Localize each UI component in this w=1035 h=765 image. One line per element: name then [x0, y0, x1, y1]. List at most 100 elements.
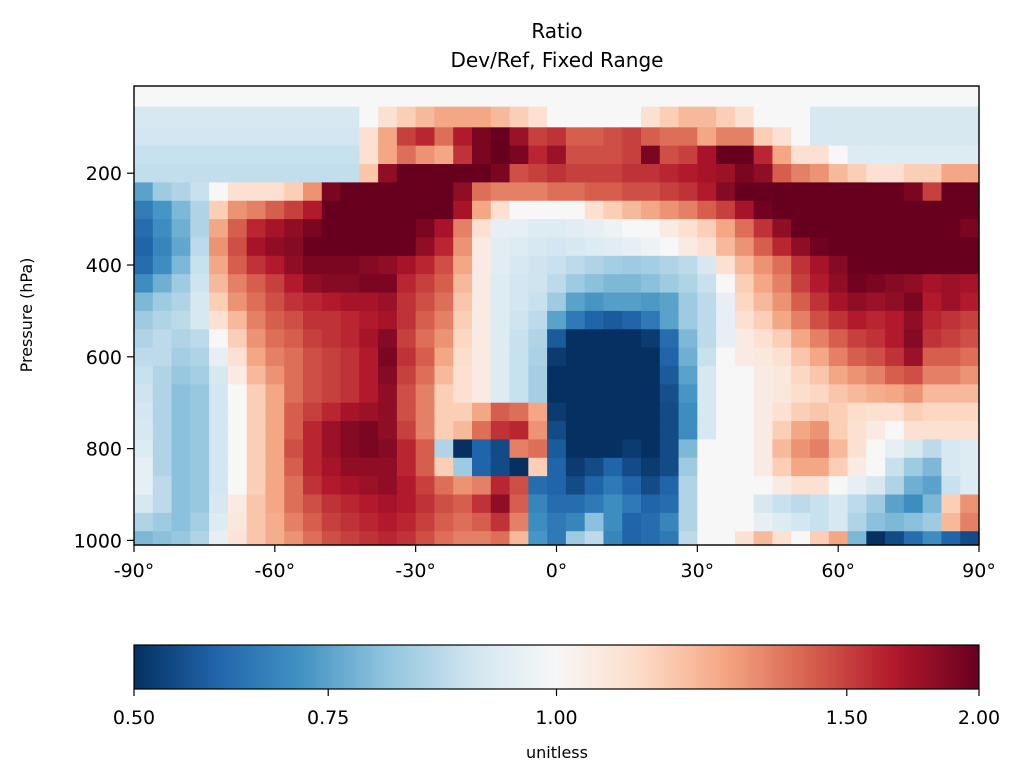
heatmap-cell: [941, 292, 961, 312]
heatmap-cell: [547, 384, 567, 404]
heatmap-cell: [866, 531, 886, 546]
heatmap-cell: [753, 310, 774, 330]
heatmap-cell: [528, 329, 548, 349]
heatmap-cell: [453, 127, 473, 147]
heatmap-cell: [659, 329, 680, 349]
heatmap-cell: [378, 292, 398, 312]
heatmap-cell: [152, 384, 173, 404]
heatmap-cell: [697, 292, 717, 312]
heatmap-cell: [885, 439, 905, 459]
heatmap-cell: [697, 219, 717, 239]
heatmap-cell: [472, 86, 492, 108]
heatmap-cell: [678, 145, 698, 165]
heatmap-cell: [340, 402, 360, 422]
heatmap-cell: [152, 237, 173, 257]
heatmap-cell: [734, 106, 755, 128]
heatmap-cell: [941, 421, 961, 441]
heatmap-cell: [190, 457, 210, 477]
heatmap-cell: [227, 310, 248, 330]
heatmap-cell: [134, 200, 154, 220]
heatmap-cell: [434, 457, 454, 477]
heatmap-cell: [246, 106, 267, 128]
heatmap-cell: [641, 200, 661, 220]
heatmap-cell: [227, 86, 248, 108]
heatmap-cell: [922, 494, 943, 514]
heatmap-cell: [472, 164, 492, 183]
heatmap-cell: [246, 292, 267, 312]
heatmap-cell: [453, 476, 473, 496]
heatmap-cell: [960, 292, 980, 312]
heatmap-cell: [903, 182, 924, 202]
heatmap-cell: [190, 200, 210, 220]
heatmap-cell: [734, 200, 755, 220]
heatmap-cell: [134, 310, 154, 330]
heatmap-cell: [941, 384, 961, 404]
heatmap-cell: [697, 531, 717, 546]
heatmap-cell: [227, 106, 248, 128]
heatmap-cell: [472, 384, 492, 404]
heatmap-cell: [941, 457, 961, 477]
heatmap-cell: [922, 402, 943, 422]
heatmap-cell: [321, 127, 342, 147]
colorbar-tick-label: 2.00: [958, 707, 1000, 729]
heatmap-cell: [847, 164, 867, 183]
heatmap-cell: [903, 200, 924, 220]
heatmap-cell: [734, 127, 755, 147]
heatmap-cell: [453, 292, 473, 312]
heatmap-cell: [171, 476, 191, 496]
heatmap-cell: [265, 365, 285, 385]
heatmap-cell: [772, 106, 792, 128]
heatmap-cell: [678, 237, 698, 257]
heatmap-cell: [340, 127, 360, 147]
heatmap-cell: [603, 310, 623, 330]
heatmap-cell: [303, 512, 323, 532]
heatmap-cell: [190, 402, 210, 422]
heatmap-cell: [678, 86, 698, 108]
heatmap-cell: [378, 402, 398, 422]
heatmap-cell: [396, 219, 417, 239]
heatmap-cell: [415, 255, 436, 275]
heatmap-cell: [190, 310, 210, 330]
heatmap-cell: [528, 237, 548, 257]
heatmap-cell: [284, 145, 304, 165]
heatmap-cell: [847, 106, 867, 128]
heatmap-cell: [152, 457, 173, 477]
x-tick-label: 30°: [680, 560, 714, 582]
heatmap-cell: [734, 421, 755, 441]
heatmap-cell: [622, 292, 642, 312]
heatmap-cell: [828, 106, 849, 128]
heatmap-cell: [509, 421, 529, 441]
heatmap-cell: [810, 476, 830, 496]
heatmap-cell: [885, 274, 905, 294]
heatmap-cell: [134, 365, 154, 385]
heatmap-cell: [716, 457, 736, 477]
heatmap-cell: [603, 347, 623, 367]
heatmap-cell: [960, 106, 980, 128]
heatmap-cell: [565, 127, 586, 147]
heatmap-cell: [303, 274, 323, 294]
heatmap-cell: [359, 274, 379, 294]
heatmap-cell: [378, 494, 398, 514]
heatmap-cell: [321, 255, 342, 275]
heatmap-cell: [490, 347, 511, 367]
heatmap-cell: [472, 531, 492, 546]
heatmap-cell: [340, 255, 360, 275]
heatmap-cell: [922, 531, 943, 546]
heatmap-cell: [603, 237, 623, 257]
heatmap-cell: [772, 274, 792, 294]
heatmap-cell: [434, 255, 454, 275]
heatmap-cell: [659, 255, 680, 275]
heatmap-cell: [903, 457, 924, 477]
heatmap-cell: [622, 421, 642, 441]
heatmap-cell: [753, 219, 774, 239]
heatmap-cell: [659, 439, 680, 459]
heatmap-cell: [171, 310, 191, 330]
heatmap-cell: [659, 365, 680, 385]
heatmap-cell: [378, 106, 398, 128]
heatmap-cell: [922, 512, 943, 532]
heatmap-cell: [791, 476, 811, 496]
heatmap-cell: [828, 347, 849, 367]
heatmap-cell: [434, 421, 454, 441]
heatmap-cell: [678, 457, 698, 477]
heatmap-cell: [246, 164, 267, 183]
